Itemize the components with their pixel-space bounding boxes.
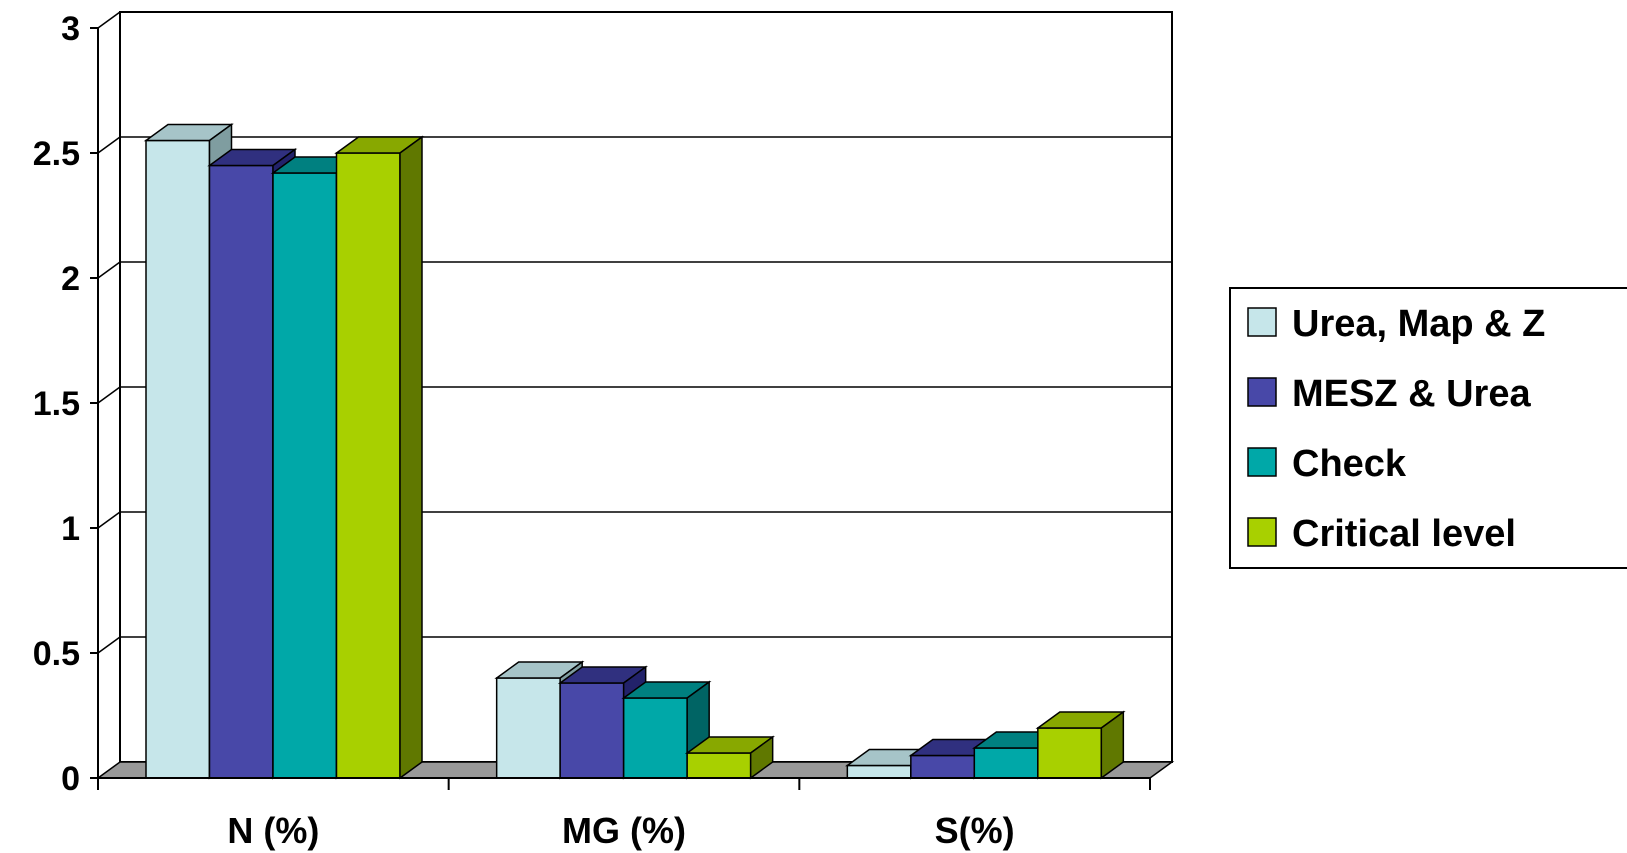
bar-front: [1037, 727, 1103, 779]
y-tick-label: 0: [61, 760, 80, 798]
bar: [684, 735, 775, 780]
bar-front: [686, 752, 752, 779]
legend-label: MESZ & Urea: [1292, 373, 1531, 415]
y-tick-label: 3: [61, 10, 80, 48]
gridline-side: [97, 136, 121, 154]
bar-front: [495, 677, 561, 779]
bar-front: [145, 139, 211, 779]
y-tick-label: 1: [61, 510, 80, 548]
legend-entry: MESZ & Urea: [1247, 373, 1531, 415]
legend-box: [1229, 287, 1627, 569]
bar: [1035, 710, 1126, 780]
bar-side: [399, 135, 423, 780]
legend-swatch: [1247, 377, 1277, 407]
y-axis-tick-labels: 0 0.5 1 1.5 2 2.5 3: [33, 10, 80, 798]
bar-front: [208, 164, 274, 779]
legend-swatch: [1247, 517, 1277, 547]
x-category-label: MG (%): [562, 810, 686, 851]
gridline-side: [97, 11, 121, 29]
bar: [334, 135, 425, 780]
gridline-side: [97, 636, 121, 654]
bar-side: [1100, 710, 1125, 780]
legend-swatch: [1247, 447, 1277, 477]
legend: Urea, Map & Z MESZ & Urea Check Critical le…: [1229, 287, 1627, 569]
gridline-side: [97, 261, 121, 279]
bar-front: [910, 754, 976, 779]
bar-front: [335, 152, 401, 779]
y-tick-label: 1.5: [33, 385, 80, 423]
x-axis-category-labels: N (%) MG (%) S(%): [227, 810, 1014, 851]
x-category-label: S(%): [935, 810, 1015, 851]
legend-label: Urea, Map & Z: [1292, 303, 1545, 345]
gridline-side: [97, 386, 121, 404]
legend-swatch: [1247, 307, 1277, 337]
bar-front: [846, 764, 912, 779]
axes: [90, 27, 1151, 790]
bar-front: [973, 747, 1039, 779]
legend-entry: Critical level: [1247, 513, 1516, 555]
y-tick-label: 2.5: [33, 135, 80, 173]
bars: [143, 123, 1126, 780]
legend-entry: Check: [1247, 443, 1407, 485]
legend-label: Critical level: [1292, 513, 1516, 555]
y-tick-label: 2: [61, 260, 80, 298]
bar: [621, 680, 712, 780]
bar-front: [559, 682, 625, 779]
legend-entry: Urea, Map & Z: [1247, 303, 1545, 345]
gridline-side: [97, 511, 121, 529]
legend-label: Check: [1292, 443, 1407, 485]
y-tick-label: 0.5: [33, 635, 80, 673]
bar-side: [749, 735, 774, 780]
x-category-label: N (%): [227, 810, 319, 851]
bar-front: [272, 172, 338, 779]
bar-front: [622, 697, 688, 779]
